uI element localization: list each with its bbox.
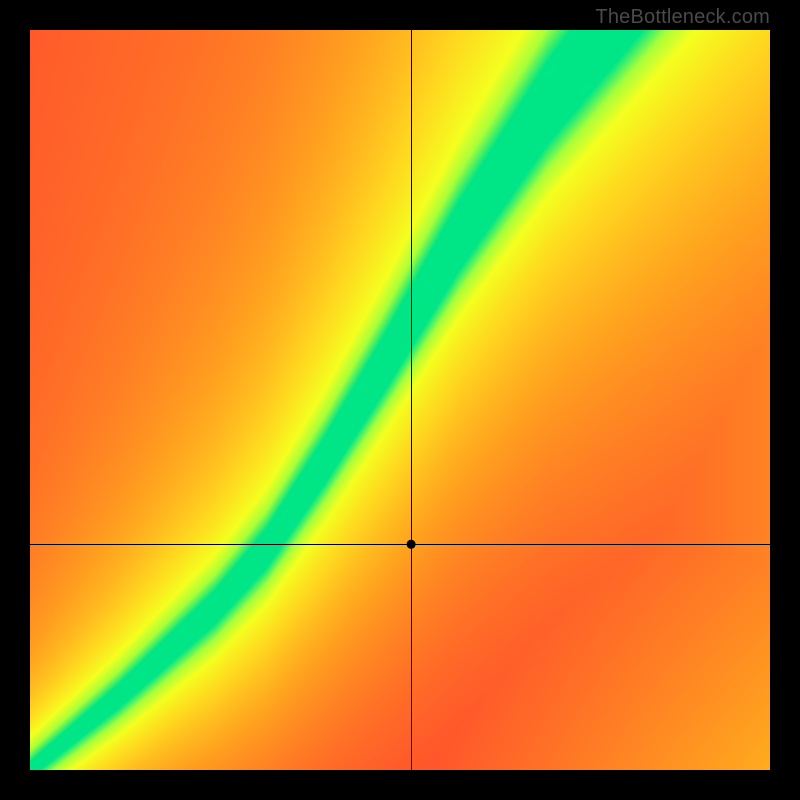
heatmap-plot	[30, 30, 770, 770]
watermark-text: TheBottleneck.com	[595, 6, 770, 29]
image-frame: TheBottleneck.com	[0, 0, 800, 800]
heatmap-canvas	[30, 30, 770, 770]
